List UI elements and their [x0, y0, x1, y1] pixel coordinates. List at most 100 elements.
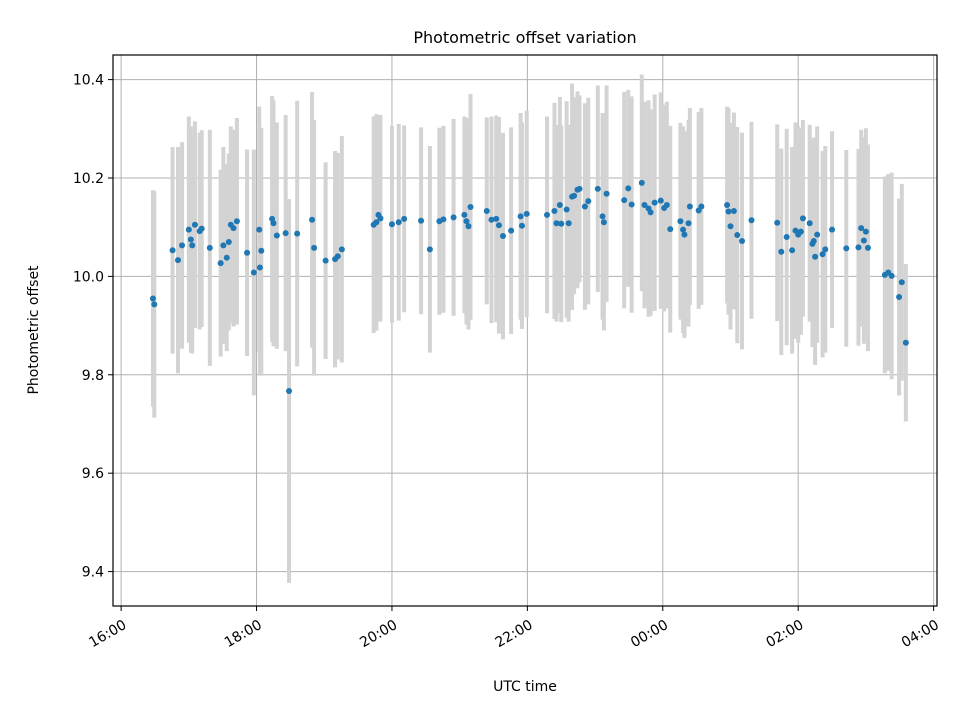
- data-point: [499, 233, 506, 240]
- chart-title: Photometric offset variation: [413, 28, 636, 47]
- data-point: [774, 219, 781, 226]
- data-point: [681, 231, 688, 238]
- data-point: [748, 217, 755, 224]
- data-point: [778, 248, 785, 255]
- data-point: [206, 244, 213, 251]
- data-point: [806, 220, 813, 227]
- data-point: [698, 203, 705, 210]
- data-point: [273, 232, 280, 239]
- data-point: [373, 219, 380, 226]
- data-point: [556, 202, 563, 209]
- data-point: [174, 257, 181, 264]
- x-axis-label: UTC time: [493, 679, 557, 695]
- data-point: [450, 214, 457, 221]
- data-point: [600, 219, 607, 226]
- data-point: [463, 218, 470, 225]
- data-point: [797, 228, 804, 235]
- data-point: [822, 246, 829, 253]
- data-point: [810, 237, 817, 244]
- y-tick-label: 10.0: [73, 269, 104, 285]
- data-point: [220, 242, 227, 249]
- data-point: [685, 220, 692, 227]
- data-point: [647, 209, 654, 216]
- data-point: [544, 211, 551, 218]
- data-point: [862, 228, 869, 235]
- data-point: [843, 245, 850, 252]
- y-tick-label: 9.4: [82, 565, 104, 581]
- data-point: [677, 218, 684, 225]
- data-point: [783, 234, 790, 241]
- data-point: [739, 237, 746, 244]
- data-point: [334, 253, 341, 260]
- data-point: [467, 204, 474, 211]
- data-point: [558, 220, 565, 227]
- data-point: [819, 251, 826, 258]
- data-point: [855, 244, 862, 251]
- data-point: [576, 185, 583, 192]
- data-point: [517, 213, 524, 220]
- data-point: [230, 225, 237, 232]
- data-point: [244, 249, 251, 256]
- data-point: [461, 211, 468, 218]
- data-point: [488, 216, 495, 223]
- data-point: [151, 301, 158, 308]
- data-point: [896, 294, 903, 301]
- data-point: [594, 185, 601, 192]
- data-point: [179, 242, 186, 249]
- data-point: [667, 226, 674, 233]
- y-tick-label: 9.6: [82, 466, 104, 482]
- data-point: [571, 192, 578, 199]
- data-point: [864, 244, 871, 251]
- data-point: [603, 190, 610, 197]
- data-point: [250, 269, 257, 276]
- data-point: [902, 339, 909, 346]
- data-point: [187, 236, 194, 243]
- data-point: [149, 295, 156, 302]
- data-point: [311, 244, 318, 251]
- data-point: [725, 208, 732, 215]
- data-point: [256, 226, 263, 233]
- data-point: [217, 260, 224, 267]
- data-point: [563, 206, 570, 213]
- data-point: [860, 237, 867, 244]
- y-tick-label: 9.8: [82, 368, 104, 384]
- data-point: [651, 199, 658, 206]
- data-point: [294, 230, 301, 237]
- data-point: [641, 202, 648, 209]
- data-point: [829, 226, 836, 233]
- data-point: [495, 222, 502, 229]
- data-point: [256, 264, 263, 271]
- data-point: [727, 223, 734, 230]
- data-point: [395, 219, 402, 226]
- y-tick-label: 10.4: [73, 73, 104, 89]
- data-point: [198, 225, 205, 232]
- data-point: [233, 218, 240, 225]
- data-point: [628, 201, 635, 208]
- data-point: [225, 238, 232, 245]
- data-point: [270, 220, 277, 227]
- data-point: [585, 198, 592, 205]
- data-point: [189, 242, 196, 249]
- data-point: [169, 247, 176, 254]
- data-point: [223, 254, 230, 261]
- data-point: [858, 225, 865, 232]
- data-point: [185, 226, 192, 233]
- data-point: [483, 207, 490, 214]
- data-point: [258, 247, 265, 254]
- data-point: [812, 253, 819, 260]
- data-point: [686, 203, 693, 210]
- data-point: [338, 246, 345, 253]
- data-point: [465, 223, 472, 230]
- data-point: [663, 202, 670, 209]
- data-point: [734, 232, 741, 239]
- data-point: [657, 197, 664, 204]
- data-point: [426, 246, 433, 253]
- data-point: [730, 207, 737, 214]
- data-point: [898, 279, 905, 286]
- data-point: [625, 185, 632, 192]
- data-point: [322, 257, 329, 264]
- data-point: [401, 215, 408, 222]
- data-point: [565, 220, 572, 227]
